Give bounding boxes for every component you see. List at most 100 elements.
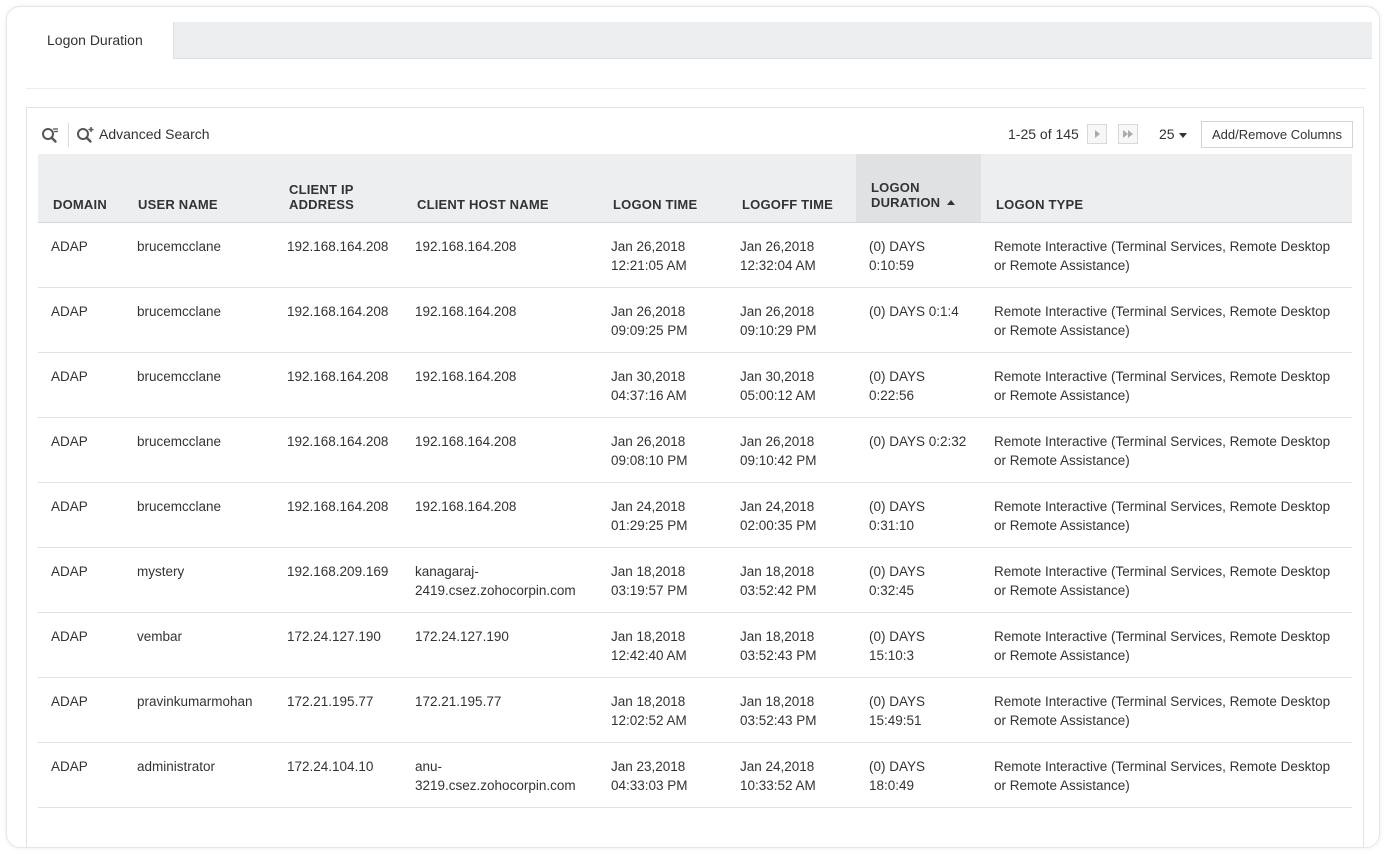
cell-logon-time-text: 03:19:57 PM bbox=[611, 582, 688, 598]
cell-client-host: 192.168.164.208 bbox=[402, 417, 598, 483]
cell-logon-duration-text: 0:10:59 bbox=[869, 257, 915, 273]
cell-logon-duration: (0) DAYS 0:32:45 bbox=[856, 547, 981, 613]
cell-logon-time: Jan 18,2018 03:19:57 PM bbox=[598, 547, 727, 613]
cell-logon-time-text: Jan 18,2018 bbox=[611, 694, 686, 709]
next-page-button[interactable] bbox=[1087, 124, 1107, 144]
cell-domain-text: ADAP bbox=[51, 759, 88, 774]
cell-client-host-text: 3219.csez.zohocorpin.com bbox=[415, 777, 576, 793]
cell-logoff-time-text: 03:52:43 PM bbox=[740, 712, 817, 728]
cell-client-host: 172.21.195.77 bbox=[402, 677, 598, 743]
cell-logon-type: Remote Interactive (Terminal Services, R… bbox=[981, 482, 1352, 548]
cell-domain-text: ADAP bbox=[51, 369, 88, 384]
cell-logoff-time-text: 02:00:35 PM bbox=[740, 517, 817, 533]
cell-domain: ADAP bbox=[38, 612, 124, 678]
cell-logoff-time-text: Jan 26,2018 bbox=[740, 434, 815, 449]
cell-domain-text: ADAP bbox=[51, 499, 88, 514]
cell-logon-duration-text: (0) DAYS bbox=[869, 694, 926, 709]
column-header-logon-duration[interactable]: LOGON DURATION bbox=[856, 154, 981, 223]
cell-client-ip-text: 192.168.164.208 bbox=[287, 304, 389, 319]
table-row: ADAP brucemcclane 192.168.164.208 192.168.1… bbox=[38, 417, 1352, 483]
sort-ascending-icon bbox=[947, 200, 956, 205]
advanced-search-link[interactable]: Advanced Search bbox=[99, 126, 210, 142]
add-remove-columns-button[interactable]: Add/Remove Columns bbox=[1201, 121, 1353, 148]
cell-logon-type-text: Remote Interactive (Terminal Services, R… bbox=[994, 369, 1331, 384]
cell-logoff-time: Jan 18,2018 03:52:42 PM bbox=[727, 547, 856, 613]
cell-logon-type: Remote Interactive (Terminal Services, R… bbox=[981, 417, 1352, 483]
logon-duration-table: DOMAIN USER NAME CLIENT IP ADDRESS CLIENT… bbox=[38, 154, 1352, 808]
cell-user-name-text: administrator bbox=[137, 759, 216, 774]
cell-logon-duration-text: 0:31:10 bbox=[869, 517, 915, 533]
cell-domain: ADAP bbox=[38, 222, 124, 288]
cell-logon-time-text: 04:33:03 PM bbox=[611, 777, 688, 793]
cell-logoff-time-text: Jan 24,2018 bbox=[740, 759, 815, 774]
cell-logon-type-text: or Remote Assistance) bbox=[994, 647, 1130, 663]
cell-client-ip-text: 192.168.164.208 bbox=[287, 369, 389, 384]
cell-user-name: mystery bbox=[124, 547, 274, 613]
cell-logon-duration-text: (0) DAYS bbox=[869, 499, 926, 514]
cell-client-host: 192.168.164.208 bbox=[402, 482, 598, 548]
cell-logon-duration: (0) DAYS 0:1:4 bbox=[856, 287, 981, 353]
cell-logoff-time: Jan 26,2018 12:32:04 AM bbox=[727, 222, 856, 288]
column-header-user-name[interactable]: USER NAME bbox=[124, 154, 274, 223]
advanced-search-icon[interactable] bbox=[76, 126, 94, 144]
cell-logon-time: Jan 23,2018 04:33:03 PM bbox=[598, 742, 727, 808]
cell-user-name: brucemcclane bbox=[124, 222, 274, 288]
cell-client-host: 192.168.164.208 bbox=[402, 222, 598, 288]
column-header-logon-type[interactable]: LOGON TYPE bbox=[981, 154, 1352, 223]
table-row: ADAP brucemcclane 192.168.164.208 192.168.1… bbox=[38, 352, 1352, 418]
cell-logoff-time-text: Jan 18,2018 bbox=[740, 694, 815, 709]
cell-logoff-time: Jan 26,2018 09:10:29 PM bbox=[727, 287, 856, 353]
table-row: ADAP administrator 172.24.104.10 anu- 3219.c… bbox=[38, 742, 1352, 808]
cell-logon-time: Jan 26,2018 09:08:10 PM bbox=[598, 417, 727, 483]
cell-user-name-text: brucemcclane bbox=[137, 434, 222, 449]
cell-client-host-text: 192.168.164.208 bbox=[415, 434, 517, 449]
cell-logoff-time: Jan 30,2018 05:00:12 AM bbox=[727, 352, 856, 418]
caret-down-icon bbox=[1179, 133, 1188, 138]
cell-logoff-time-text: 05:00:12 AM bbox=[740, 387, 816, 403]
cell-logon-time-text: 01:29:25 PM bbox=[611, 517, 688, 533]
cell-domain-text: ADAP bbox=[51, 304, 88, 319]
cell-logoff-time-text: Jan 26,2018 bbox=[740, 239, 815, 254]
cell-user-name-text: vembar bbox=[137, 629, 183, 644]
cell-client-ip-text: 192.168.164.208 bbox=[287, 434, 389, 449]
cell-user-name-text: brucemcclane bbox=[137, 239, 222, 254]
cell-user-name-text: brucemcclane bbox=[137, 499, 222, 514]
cell-user-name: brucemcclane bbox=[124, 417, 274, 483]
cell-domain-text: ADAP bbox=[51, 239, 88, 254]
cell-logon-duration: (0) DAYS 0:31:10 bbox=[856, 482, 981, 548]
cell-logoff-time-text: Jan 18,2018 bbox=[740, 629, 815, 644]
column-header-logon-time[interactable]: LOGON TIME bbox=[598, 154, 727, 223]
column-header-client-host[interactable]: CLIENT HOST NAME bbox=[402, 154, 598, 223]
table-row: ADAP pravinkumarmohan 172.21.195.77 172.21.… bbox=[38, 677, 1352, 743]
cell-logon-time-text: 09:09:25 PM bbox=[611, 322, 688, 338]
cell-client-host-text: 192.168.164.208 bbox=[415, 304, 517, 319]
quick-search-icon[interactable] bbox=[41, 126, 59, 144]
cell-client-host-text: 192.168.164.208 bbox=[415, 499, 517, 514]
cell-client-host-text: 192.168.164.208 bbox=[415, 369, 517, 384]
cell-client-ip: 172.24.127.190 bbox=[274, 612, 402, 678]
cell-client-host: kanagaraj- 2419.csez.zohocorpin.com bbox=[402, 547, 598, 613]
cell-client-ip-text: 172.24.104.10 bbox=[287, 759, 374, 774]
column-header-client-ip[interactable]: CLIENT IP ADDRESS bbox=[274, 154, 402, 223]
cell-domain: ADAP bbox=[38, 547, 124, 613]
column-header-domain[interactable]: DOMAIN bbox=[38, 154, 124, 223]
column-header-logoff-time[interactable]: LOGOFF TIME bbox=[727, 154, 856, 223]
cell-logon-duration-text: (0) DAYS bbox=[869, 564, 926, 579]
toolbar: Advanced Search 1-25 of 145 25 Add/Remov… bbox=[38, 120, 1353, 150]
cell-logon-duration-text: (0) DAYS 0:2:32 bbox=[869, 434, 967, 449]
tab-logon-duration[interactable]: Logon Duration bbox=[18, 22, 174, 59]
last-page-button[interactable] bbox=[1118, 124, 1138, 144]
cell-user-name: brucemcclane bbox=[124, 482, 274, 548]
cell-logon-type-text: Remote Interactive (Terminal Services, R… bbox=[994, 434, 1331, 449]
cell-client-ip-text: 172.21.195.77 bbox=[287, 694, 374, 709]
cell-logoff-time-text: Jan 30,2018 bbox=[740, 369, 815, 384]
cell-logon-type-text: Remote Interactive (Terminal Services, R… bbox=[994, 499, 1331, 514]
table-row: ADAP brucemcclane 192.168.164.208 192.168.1… bbox=[38, 482, 1352, 548]
rows-per-page-select[interactable]: 25 bbox=[1159, 126, 1188, 142]
cell-logon-type: Remote Interactive (Terminal Services, R… bbox=[981, 742, 1352, 808]
cell-logoff-time: Jan 26,2018 09:10:42 PM bbox=[727, 417, 856, 483]
cell-client-host-text: 192.168.164.208 bbox=[415, 239, 517, 254]
cell-logon-type: Remote Interactive (Terminal Services, R… bbox=[981, 222, 1352, 288]
cell-client-ip: 172.24.104.10 bbox=[274, 742, 402, 808]
cell-client-ip: 192.168.164.208 bbox=[274, 417, 402, 483]
